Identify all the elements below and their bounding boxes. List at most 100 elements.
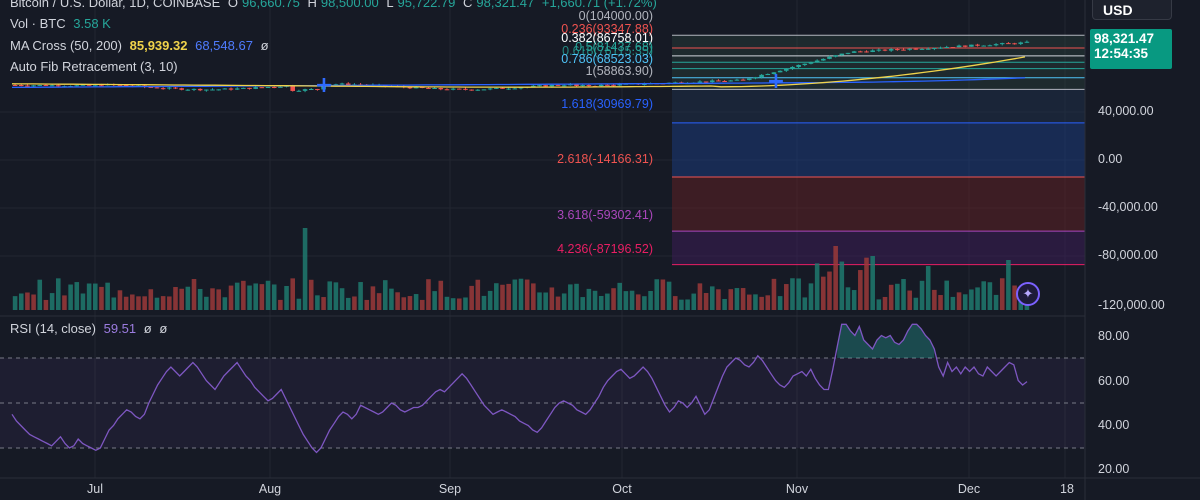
volume-value: 3.58 K	[73, 16, 111, 31]
volume-bar	[302, 228, 308, 310]
currency-button[interactable]: USD	[1092, 0, 1172, 20]
symbol-legend[interactable]: Bitcoin / U.S. Dollar, 1D, COINBASE O 96,…	[10, 0, 661, 10]
volume-bar	[241, 280, 246, 310]
candle-body	[969, 44, 974, 47]
candle-body	[956, 45, 962, 48]
fib-level-4236: 4.236(-87196.52)	[557, 242, 653, 256]
volume-bar	[679, 299, 684, 310]
candle-body	[450, 88, 456, 90]
eye-off-icon[interactable]: ø	[260, 38, 269, 53]
volume-bar	[278, 299, 283, 310]
volume-bar	[981, 281, 987, 310]
rsi-label: RSI (14, close)	[10, 321, 96, 336]
price-axis-label: -40,000.00	[1098, 200, 1158, 214]
ma-cross-label: MA Cross (50, 200)	[10, 38, 122, 53]
candle-body	[561, 85, 567, 87]
volume-bar	[925, 266, 931, 310]
candle-body	[1024, 41, 1030, 43]
candle-body	[487, 88, 493, 90]
ohlc-open: 96,660.75	[241, 0, 300, 10]
candle-body	[642, 84, 647, 86]
volume-bar	[740, 288, 746, 310]
volume-bar	[123, 296, 129, 310]
ohlc-close: 98,321.47	[476, 0, 535, 10]
candle-body	[907, 48, 912, 50]
volume-bar	[376, 293, 382, 310]
candle-body	[932, 47, 937, 49]
fib-level-0618: 0.618(76115.35)	[562, 44, 653, 58]
candle-body	[74, 85, 80, 87]
fib-level-0786: 0.786(68523.03)	[561, 52, 653, 66]
candle-body	[86, 84, 92, 86]
candle-body	[204, 89, 209, 91]
candle-body	[740, 79, 746, 81]
candle-body	[117, 84, 123, 86]
rsi-overbought-fill	[757, 324, 935, 358]
candle-body	[43, 84, 49, 86]
volume-bar	[204, 296, 209, 310]
volume-bar	[216, 289, 221, 310]
volume-bar	[833, 246, 838, 310]
volume-bar	[339, 288, 345, 310]
volume-bar	[315, 295, 320, 310]
candle-body	[518, 87, 524, 89]
rsi-legend[interactable]: RSI (14, close) 59.51 ø ø	[10, 321, 171, 336]
volume-bar	[31, 294, 36, 310]
volume-bar	[49, 293, 55, 310]
candle-body	[271, 87, 277, 89]
candle-body	[457, 88, 462, 90]
volume-bar	[999, 278, 1005, 310]
volume-bar	[790, 278, 795, 310]
fib-zone	[672, 55, 1085, 63]
candle-body	[790, 66, 795, 69]
candle-body	[481, 89, 487, 91]
candle-body	[463, 88, 468, 90]
candle-body	[80, 84, 86, 86]
candle-body	[444, 89, 450, 91]
volume-bars	[12, 228, 1030, 310]
volume-bar	[709, 286, 715, 310]
volume-bar	[888, 284, 894, 310]
eye-off-icon[interactable]: ø	[159, 321, 168, 336]
candle-body	[512, 88, 518, 90]
volume-bar	[494, 283, 499, 310]
volume-bar	[259, 284, 265, 310]
volume-bar	[352, 296, 357, 310]
volume-bar	[327, 281, 333, 310]
volume-bar	[333, 282, 339, 310]
volume-bar	[623, 291, 629, 310]
volume-bar	[395, 292, 400, 310]
volume-bar	[549, 287, 555, 310]
symbol-title: Bitcoin / U.S. Dollar, 1D, COINBASE	[10, 0, 221, 10]
ma-cross-legend[interactable]: MA Cross (50, 200) 85,939.32 68,548.67 ø	[10, 38, 273, 53]
sparkle-icon[interactable]: ✦	[1016, 282, 1040, 306]
bar-countdown: 12:54:35	[1094, 46, 1149, 61]
candle-body	[617, 84, 622, 86]
volume-bar	[1006, 260, 1011, 310]
volume-bar	[531, 283, 536, 310]
volume-bar	[814, 263, 820, 310]
candle-body	[191, 88, 197, 90]
candle-body	[944, 47, 949, 49]
fib-legend[interactable]: Auto Fib Retracement (3, 10)	[10, 59, 182, 74]
candle-body	[925, 48, 931, 50]
fib-zone	[672, 35, 1085, 48]
volume-bar	[864, 257, 869, 310]
ohlc-o-label: O	[227, 0, 238, 10]
volume-bar	[771, 278, 777, 310]
candle-body	[413, 87, 419, 89]
volume-legend[interactable]: Vol · BTC 3.58 K	[10, 16, 115, 31]
volume-bar	[703, 293, 709, 310]
fib-zone	[672, 231, 1085, 265]
candle-body	[1006, 43, 1011, 45]
volume-bar	[759, 296, 764, 310]
volume-bar	[68, 284, 73, 310]
volume-bar	[796, 278, 801, 310]
eye-off-icon[interactable]: ø	[143, 321, 152, 336]
volume-bar	[524, 279, 530, 310]
volume-bar	[173, 287, 178, 310]
volume-bar	[716, 289, 721, 310]
candle-body	[296, 90, 302, 92]
volume-bar	[296, 298, 302, 310]
